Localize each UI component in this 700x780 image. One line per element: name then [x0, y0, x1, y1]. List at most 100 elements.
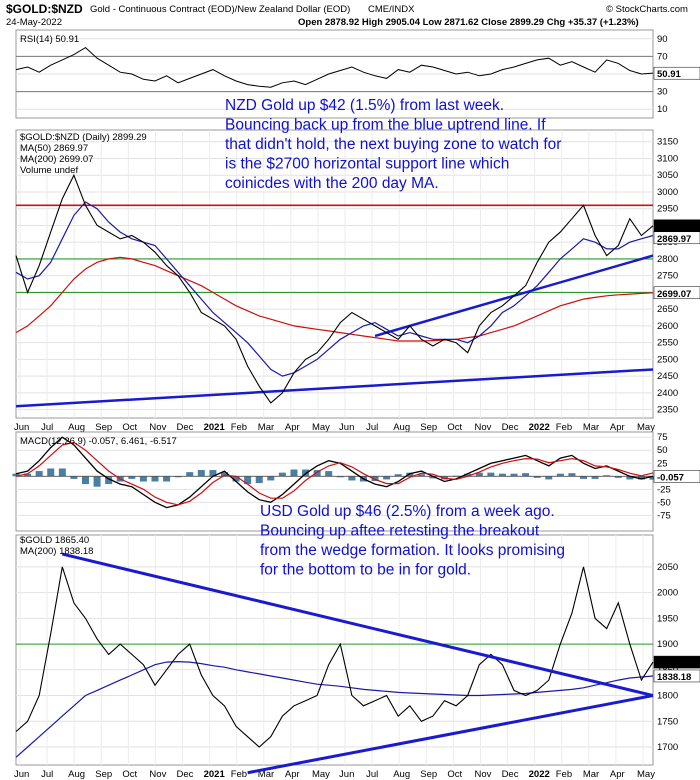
y-tick-label: 2750	[657, 271, 678, 282]
macd-histogram-bar	[626, 476, 634, 480]
macd-histogram-bar	[70, 476, 78, 479]
y-tick-label: 2500	[657, 354, 678, 365]
macd-histogram-bar	[545, 476, 553, 480]
x-tick-label: 2022	[529, 769, 550, 780]
macd-histogram-bar	[24, 473, 32, 477]
x-tick-label: 2021	[204, 769, 226, 780]
macd-histogram-bar	[649, 476, 657, 480]
y-tick-label: 30	[657, 87, 668, 98]
x-tick-label: Oct	[122, 769, 137, 780]
macd-histogram-bar	[383, 476, 391, 480]
annotation-line: Bouncing up aftee retesting the breakout	[260, 523, 540, 540]
x-tick-label: Mar	[583, 422, 599, 433]
x-tick-label: May	[312, 769, 330, 780]
macd-histogram-bar	[336, 476, 344, 478]
x-tick-label: Aug	[68, 422, 85, 433]
macd-value-tag: -0.057	[657, 472, 684, 483]
x-tick-label: Sep	[420, 769, 437, 780]
y-tick-label: 1800	[657, 691, 678, 702]
x-tick-label: Nov	[149, 769, 166, 780]
macd-histogram-bar	[244, 476, 252, 485]
chart-symbol: $GOLD:$NZD	[6, 2, 83, 16]
macd-histogram-bar	[35, 471, 43, 477]
rsi-line	[15, 46, 654, 88]
macd-histogram-bar	[12, 473, 20, 477]
y-tick-label: 2400	[657, 388, 678, 399]
chart-description: Gold - Continuous Contract (EOD)/New Zea…	[90, 4, 350, 15]
nzd-annotation-text: NZD Gold up $42 (1.5%) from last week. Bo…	[225, 97, 561, 192]
usd-value-tag: 1865.40	[657, 658, 691, 669]
x-tick-label: Oct	[447, 422, 462, 433]
y-tick-label: 90	[657, 34, 668, 45]
legend-entry: $GOLD 1865.40	[20, 535, 89, 546]
y-tick-label: 2600	[657, 321, 678, 332]
y-tick-label: 1750	[657, 716, 678, 727]
legend-entry: $GOLD:$NZD (Daily) 2899.29	[20, 132, 147, 143]
gold-usd-panel	[15, 534, 654, 766]
macd-histogram-bar	[464, 473, 472, 477]
y-tick-label: 2350	[657, 405, 678, 416]
y-tick-label: -25	[657, 484, 671, 495]
y-tick-label: 3050	[657, 170, 678, 181]
x-tick-label: 2022	[529, 422, 550, 433]
x-tick-label: Nov	[149, 422, 166, 433]
chart-date: 24-May-2022	[6, 17, 62, 28]
macd-signal-line	[15, 441, 654, 506]
macd-histogram-bar	[348, 476, 356, 481]
x-tick-label: Dec	[177, 769, 194, 780]
x-tick-label: Dec	[502, 422, 519, 433]
macd-histogram-bar	[255, 476, 263, 484]
annotation-line: NZD Gold up $42 (1.5%) from last week.	[225, 97, 504, 114]
x-tick-label: Feb	[231, 769, 247, 780]
macd-histogram-bar	[163, 476, 171, 482]
y-tick-label: 2550	[657, 338, 678, 349]
x-tick-label: Aug	[393, 769, 410, 780]
macd-histogram-bar	[278, 472, 286, 477]
x-tick-label: Jun	[339, 769, 354, 780]
macd-line	[15, 436, 654, 509]
x-tick-label: Dec	[177, 422, 194, 433]
y-tick-label: 25	[657, 458, 668, 469]
x-tick-label: May	[637, 769, 655, 780]
y-tick-label: 2950	[657, 204, 678, 215]
rsi-value-tag-box	[653, 66, 700, 80]
macd-histogram-bar	[417, 474, 425, 477]
x-tick-label: Apr	[610, 422, 625, 433]
macd-histogram-bar	[290, 469, 298, 477]
x-tick-label: May	[637, 422, 655, 433]
usd-value-tag: 1838.18	[657, 672, 691, 683]
x-tick-label: Oct	[447, 769, 462, 780]
y-tick-label: -50	[657, 497, 671, 508]
macd-histogram-bar	[197, 470, 205, 477]
macd-histogram-bar	[151, 476, 159, 482]
annotation-line: from the wedge formation. It looks promi…	[260, 542, 565, 559]
x-tick-label: Nov	[474, 422, 491, 433]
y-tick-label: 3150	[657, 137, 678, 148]
x-tick-label: Jul	[41, 769, 53, 780]
macd-histogram-bar	[371, 476, 379, 481]
price-value-tag-box	[653, 231, 700, 245]
x-tick-label: Jun	[339, 422, 354, 433]
x-tick-label: Apr	[285, 769, 300, 780]
legend-entry: MA(50) 2869.97	[20, 143, 88, 154]
usd-annotation-text: USD Gold up $46 (2.5%) from a week ago. B…	[260, 503, 565, 579]
macd-histogram-bar	[58, 468, 66, 477]
price-value-tag: 2699.07	[657, 289, 691, 300]
y-tick-label: 1700	[657, 742, 678, 753]
x-tick-label: Nov	[474, 769, 491, 780]
macd-histogram-bar	[128, 476, 136, 479]
macd-histogram-bar	[313, 470, 321, 477]
annotation-line: for the bottom to be in for gold.	[260, 562, 471, 579]
macd-histogram-bar	[591, 476, 599, 479]
annotation-line: USD Gold up $46 (2.5%) from a week ago.	[260, 503, 555, 520]
usd-value-tag-box	[653, 655, 700, 669]
y-tick-label: 50	[657, 445, 668, 456]
macd-histogram-bar	[603, 475, 611, 477]
macd-histogram-bar	[522, 473, 530, 477]
x-tick-label: Mar	[258, 422, 274, 433]
macd-histogram-bar	[487, 472, 495, 477]
price-value-tag: 2899.29	[657, 222, 691, 233]
macd-histogram-bar	[139, 476, 147, 482]
annotation-line: Bouncing back up from the blue uptrend l…	[225, 117, 546, 134]
y-tick-label: 1900	[657, 639, 678, 650]
